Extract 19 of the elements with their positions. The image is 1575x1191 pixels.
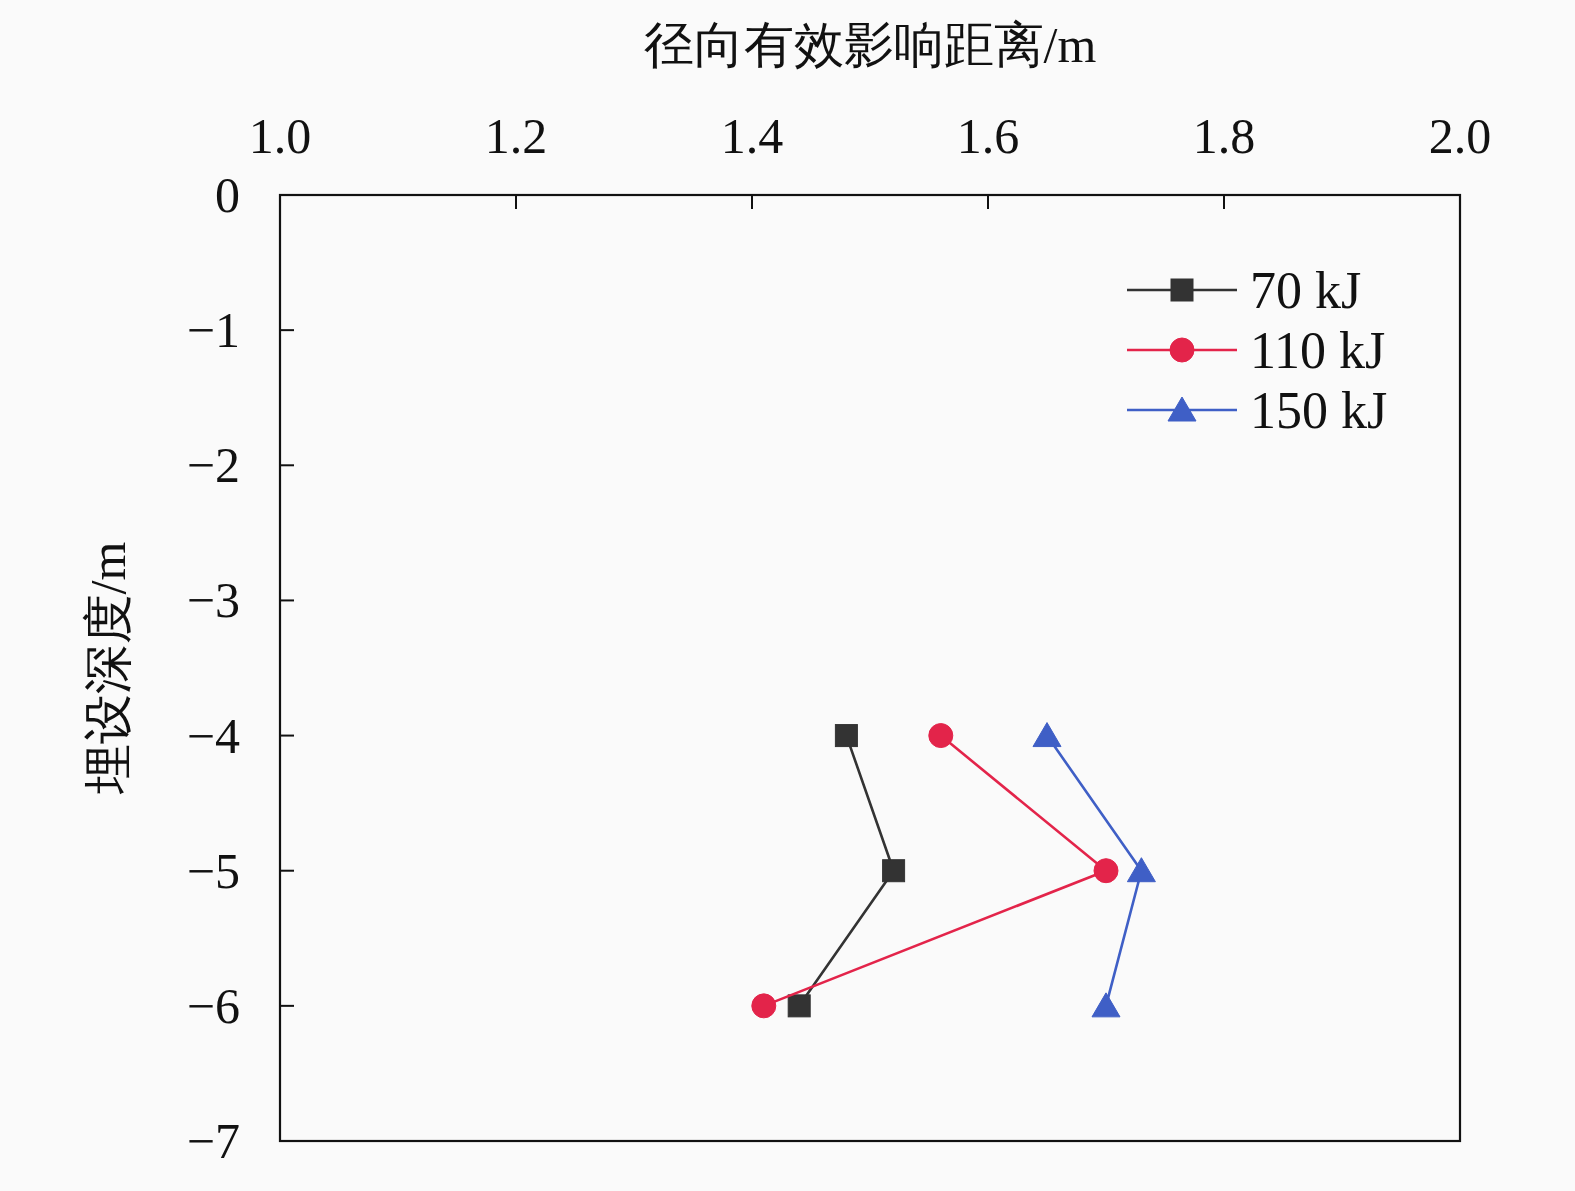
y-tick-label: −2 <box>186 437 240 494</box>
legend-label: 70 kJ <box>1250 261 1362 319</box>
x-tick-label: 1.2 <box>484 108 548 164</box>
x-axis-title: 径向有效影响距离/m <box>643 17 1097 73</box>
y-tick-label: −1 <box>186 302 240 359</box>
y-tick-label: −3 <box>186 572 240 629</box>
x-tick-label: 1.6 <box>956 108 1020 164</box>
legend-label: 110 kJ <box>1250 321 1386 379</box>
y-axis-title: 埋设深度/m <box>80 541 136 795</box>
legend-label: 150 kJ <box>1250 381 1388 439</box>
x-tick-label: 2.0 <box>1428 108 1492 164</box>
x-tick-label: 1.0 <box>248 108 312 164</box>
y-tick-label: −5 <box>186 842 240 899</box>
y-tick-label: 0 <box>215 167 240 223</box>
x-tick-label: 1.8 <box>1192 108 1256 164</box>
y-tick-label: −6 <box>186 977 240 1034</box>
y-tick-label: −4 <box>186 707 240 764</box>
y-tick-label: −7 <box>186 1113 240 1169</box>
x-tick-label: 1.4 <box>720 108 784 164</box>
